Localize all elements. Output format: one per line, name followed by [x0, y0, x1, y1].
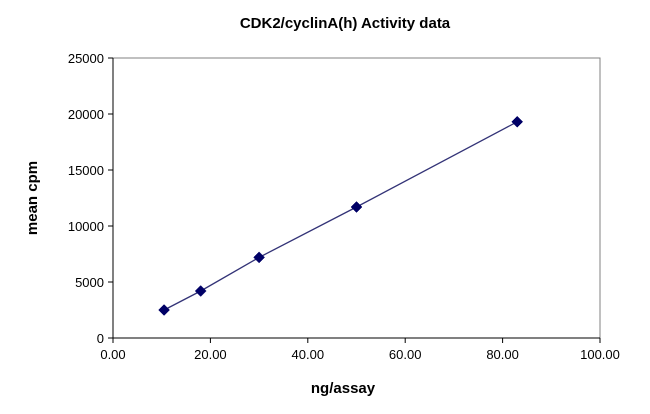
- x-tick-label: 100.00: [580, 347, 620, 362]
- y-tick-label: 20000: [68, 107, 104, 122]
- y-tick-label: 10000: [68, 219, 104, 234]
- y-axis-label: mean cpm: [24, 161, 41, 235]
- x-ticks: 0.00 20.00 40.00 60.00 80.00 100.00: [100, 338, 620, 362]
- x-tick-label: 0.00: [100, 347, 125, 362]
- y-tick-label: 5000: [75, 275, 104, 290]
- x-tick-label: 60.00: [389, 347, 422, 362]
- x-tick-label: 20.00: [194, 347, 227, 362]
- data-point: [350, 201, 363, 213]
- x-axis-label: ng/assay: [311, 380, 376, 397]
- x-axis: 0.00 20.00 40.00 60.00 80.00 100.00: [100, 337, 620, 362]
- y-ticks: 0 5000 10000 15000 20000 25000: [68, 51, 113, 346]
- y-tick-label: 25000: [68, 51, 104, 66]
- x-tick-label: 40.00: [292, 347, 325, 362]
- x-tick-label: 80.00: [486, 347, 519, 362]
- plot-area: [112, 57, 601, 339]
- y-axis: 0 5000 10000 15000 20000 25000: [68, 51, 114, 346]
- chart-title: CDK2/cyclinA(h) Activity data: [240, 15, 451, 32]
- series-layer: [158, 115, 524, 316]
- y-tick-label: 0: [97, 331, 104, 346]
- data-point: [194, 285, 207, 297]
- y-tick-label: 15000: [68, 163, 104, 178]
- data-point: [158, 304, 170, 316]
- data-point: [511, 115, 524, 128]
- data-point: [253, 251, 265, 264]
